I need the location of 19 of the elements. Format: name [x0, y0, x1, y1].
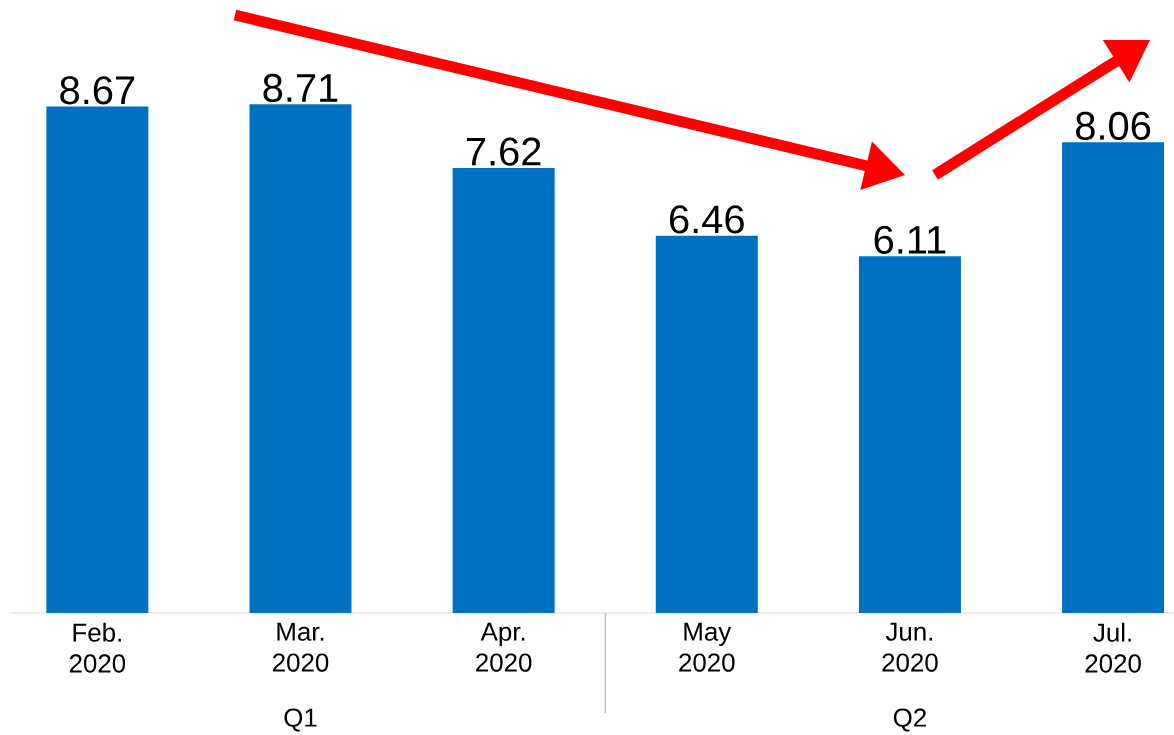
data-label: 7.62 [466, 137, 541, 166]
data-label: 6.46 [670, 205, 744, 234]
bar [452, 167, 555, 613]
x-tick-label: Mar. 2020 [272, 622, 329, 672]
data-label: 8.71 [263, 73, 338, 103]
data-label: 6.11 [874, 225, 946, 254]
x-tick-label: Jul. 2020 [1085, 622, 1141, 673]
bar [858, 256, 961, 613]
data-label: 8.06 [1076, 111, 1151, 141]
text: Q2 [893, 708, 926, 732]
bar [46, 106, 149, 613]
text: Q1 [284, 708, 317, 732]
x-tick-label: Apr. 2020 [476, 622, 532, 672]
x-tick-label: Jun. 2020 [882, 622, 938, 672]
data-label: 8.67 [60, 76, 135, 105]
x-tick-label: Feb. 2020 [69, 622, 126, 673]
bar [249, 104, 352, 613]
x-tick-label: May 2020 [679, 622, 735, 672]
bar [655, 235, 758, 613]
